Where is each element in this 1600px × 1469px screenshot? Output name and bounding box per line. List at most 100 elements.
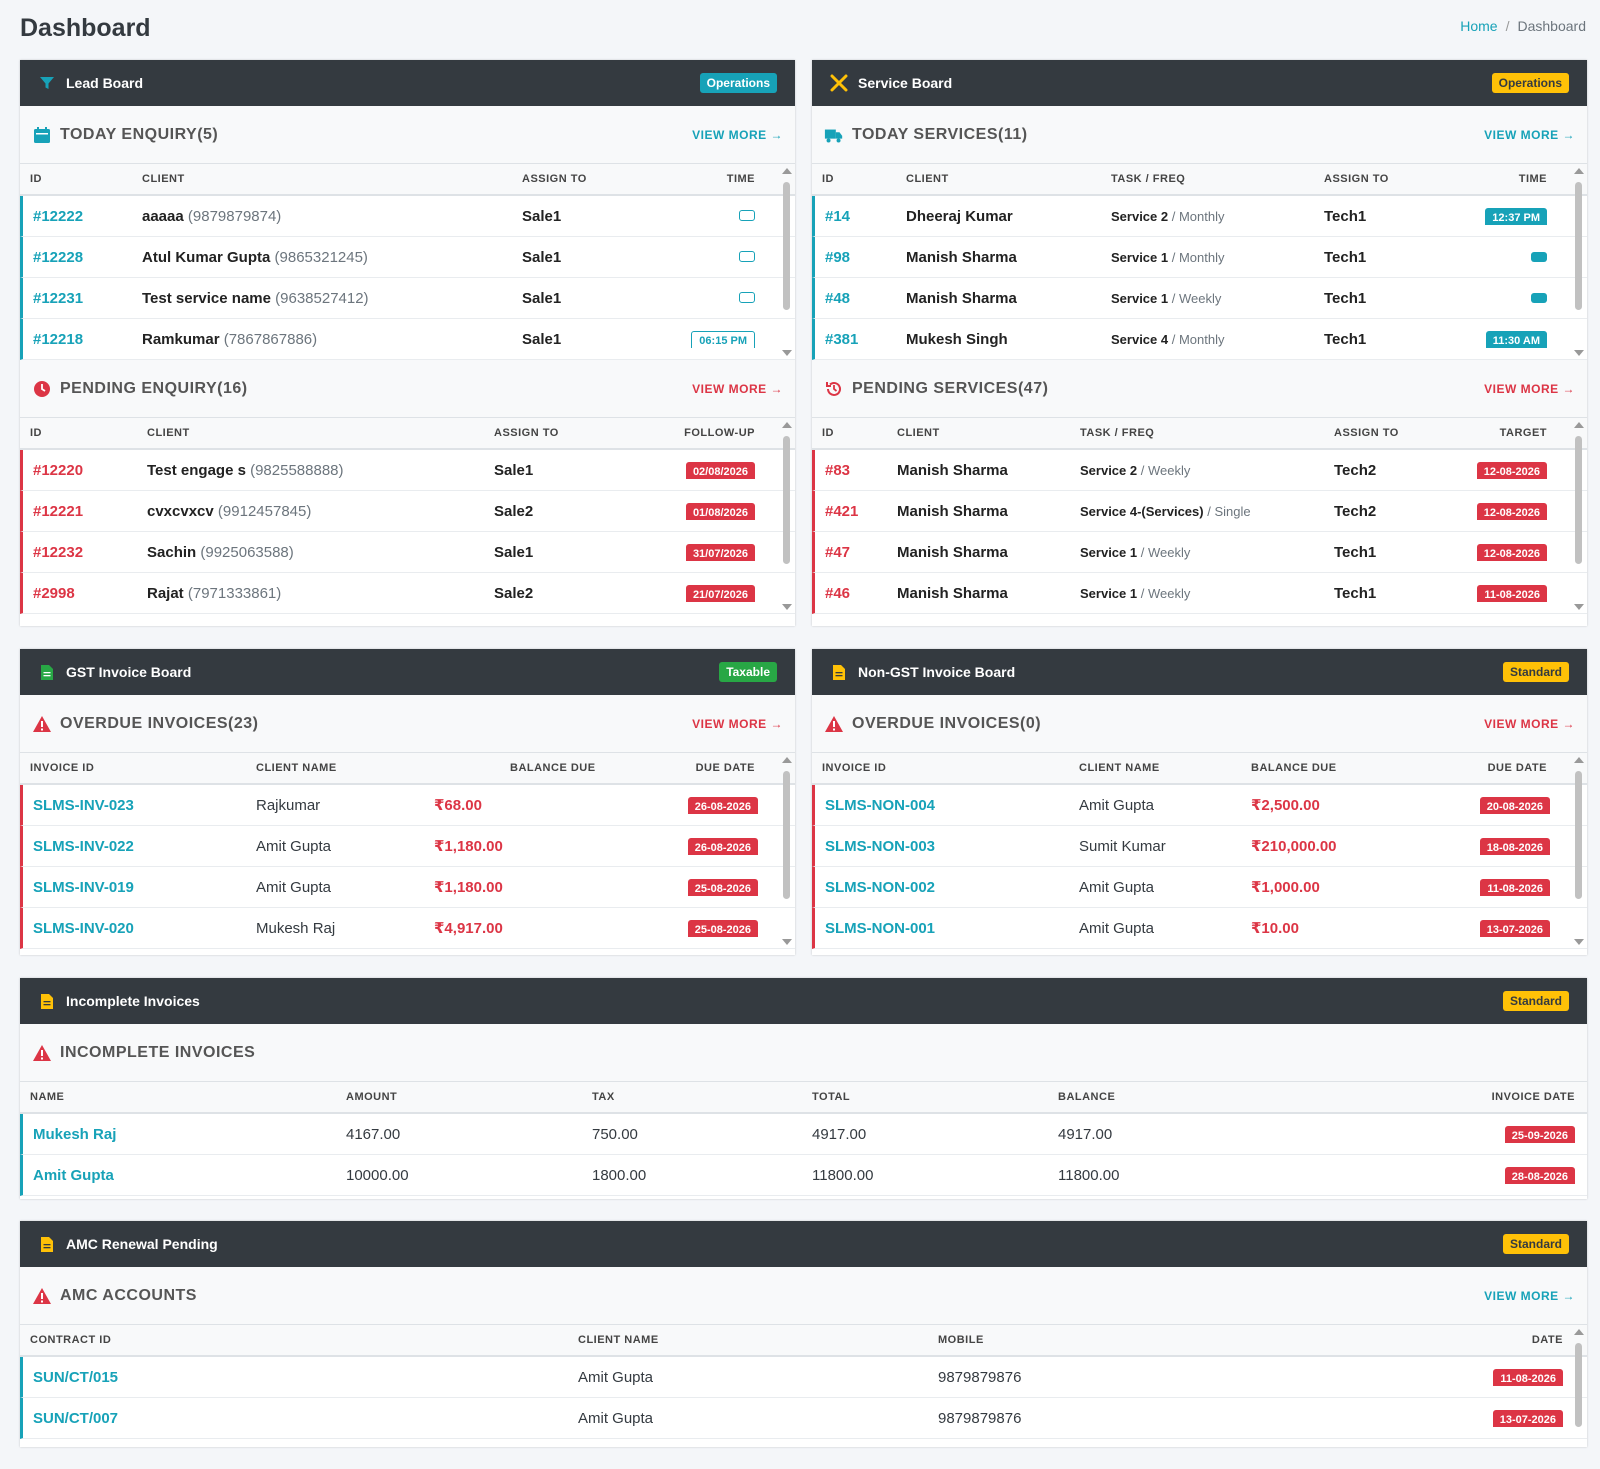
table-row[interactable]: SLMS-NON-002 Amit Gupta ₹1,000.00 11-08-… <box>812 867 1587 908</box>
scroll-down-arrow-icon[interactable] <box>1574 350 1584 356</box>
scroll-thumb[interactable] <box>783 182 790 310</box>
scroll-down-arrow-icon[interactable] <box>782 350 792 356</box>
table-row[interactable]: SLMS-INV-020 Mukesh Raj ₹4,917.00 25-08-… <box>20 908 795 949</box>
table-row[interactable]: #12222 aaaaa (9879879874) Sale1 <box>20 196 795 237</box>
service-id[interactable]: #46 <box>825 584 851 602</box>
enquiry-id[interactable]: #12231 <box>33 289 84 307</box>
table-row[interactable]: #83 Manish Sharma Service 2 / Weekly Tec… <box>812 450 1587 491</box>
scroll-up-arrow-icon[interactable] <box>1574 757 1584 763</box>
enquiry-id[interactable]: #12221 <box>33 502 84 520</box>
table-row[interactable]: SLMS-NON-004 Amit Gupta ₹2,500.00 20-08-… <box>812 785 1587 826</box>
invoice-name-link[interactable]: Mukesh Raj <box>33 1125 117 1143</box>
enquiry-id[interactable]: #12222 <box>33 207 84 225</box>
pending-enquiry-view-more-link[interactable]: VIEW MORE → <box>692 381 783 396</box>
enquiry-id[interactable]: #2998 <box>33 584 75 602</box>
scroll-thumb[interactable] <box>783 771 790 899</box>
invoice-id-link[interactable]: SLMS-INV-020 <box>33 919 134 937</box>
table-row[interactable]: #48 Manish Sharma Service 1 / Weekly Tec… <box>812 278 1587 319</box>
scrollbar[interactable] <box>781 757 793 947</box>
client-name: Amit Gupta <box>256 837 332 855</box>
table-row[interactable]: #98 Manish Sharma Service 1 / Monthly Te… <box>812 237 1587 278</box>
table-row[interactable]: SLMS-NON-001 Amit Gupta ₹10.00 13-07-202… <box>812 908 1587 949</box>
scroll-down-arrow-icon[interactable] <box>782 939 792 945</box>
scrollbar[interactable] <box>1573 757 1585 947</box>
scroll-up-arrow-icon[interactable] <box>782 422 792 428</box>
table-row[interactable]: #421 Manish Sharma Service 4-(Services) … <box>812 491 1587 532</box>
amc-accounts-view-more-link[interactable]: VIEW MORE → <box>1484 1288 1575 1303</box>
table-row[interactable]: SLMS-INV-022 Amit Gupta ₹1,180.00 26-08-… <box>20 826 795 867</box>
service-id[interactable]: #83 <box>825 461 851 479</box>
table-row[interactable]: SLMS-INV-019 Amit Gupta ₹1,180.00 25-08-… <box>20 867 795 908</box>
amc-renewal-card: AMC Renewal Pending Standard AMC ACCOUNT… <box>20 1221 1587 1447</box>
enquiry-id[interactable]: #12220 <box>33 461 84 479</box>
invoice-name-link[interactable]: Amit Gupta <box>33 1166 114 1184</box>
scroll-down-arrow-icon[interactable] <box>1574 604 1584 610</box>
scrollbar[interactable] <box>781 422 793 612</box>
breadcrumb-home-link[interactable]: Home <box>1460 18 1498 34</box>
scrollbar[interactable] <box>1573 1329 1585 1437</box>
lead-board-card: Lead Board Operations TODAY ENQUIRY(5) V… <box>20 60 795 626</box>
service-id[interactable]: #48 <box>825 289 851 307</box>
service-id[interactable]: #381 <box>825 330 859 348</box>
pending-services-view-more-link[interactable]: VIEW MORE → <box>1484 381 1575 396</box>
table-row[interactable]: #46 Manish Sharma Service 1 / Weekly Tec… <box>812 573 1587 614</box>
scroll-thumb[interactable] <box>1575 436 1582 564</box>
lead-board-badge: Operations <box>699 73 777 93</box>
contract-id-link[interactable]: SUN/CT/007 <box>33 1409 119 1427</box>
scroll-up-arrow-icon[interactable] <box>1574 168 1584 174</box>
invoice-id-link[interactable]: SLMS-INV-019 <box>33 878 134 896</box>
assign-to: Tech2 <box>1334 461 1377 479</box>
scroll-thumb[interactable] <box>1575 182 1582 310</box>
non-gst-overdue-view-more-link[interactable]: VIEW MORE → <box>1484 716 1575 731</box>
invoice-id-link[interactable]: SLMS-NON-001 <box>825 919 936 937</box>
contract-id-link[interactable]: SUN/CT/015 <box>33 1368 119 1386</box>
table-row[interactable]: #47 Manish Sharma Service 1 / Weekly Tec… <box>812 532 1587 573</box>
service-id[interactable]: #98 <box>825 248 851 266</box>
table-row[interactable]: #12218 Ramkumar (7867867886) Sale1 06:15… <box>20 319 795 360</box>
invoice-id-link[interactable]: SLMS-NON-003 <box>825 837 936 855</box>
table-row[interactable]: #12232 Sachin (9925063588) Sale1 31/07/2… <box>20 532 795 573</box>
scroll-thumb[interactable] <box>1575 771 1582 899</box>
scroll-thumb[interactable] <box>1575 1343 1582 1427</box>
table-row[interactable]: #12231 Test service name (9638527412) Sa… <box>20 278 795 319</box>
table-row[interactable]: SLMS-INV-023 Rajkumar ₹68.00 26-08-2026 <box>20 785 795 826</box>
scroll-down-arrow-icon[interactable] <box>782 604 792 610</box>
today-enquiry-view-more-link[interactable]: VIEW MORE → <box>692 127 783 142</box>
column-header: ASSIGN TO <box>522 173 587 185</box>
table-row[interactable]: Mukesh Raj 4167.00 750.00 4917.00 4917.0… <box>20 1114 1587 1155</box>
table-row[interactable]: #12220 Test engage s (9825588888) Sale1 … <box>20 450 795 491</box>
table-row[interactable]: #2998 Rajat (7971333861) Sale2 21/07/202… <box>20 573 795 614</box>
scroll-up-arrow-icon[interactable] <box>782 168 792 174</box>
client-name: Atul Kumar Gupta <box>142 248 271 266</box>
table-row[interactable]: #12228 Atul Kumar Gupta (9865321245) Sal… <box>20 237 795 278</box>
due-date-badge: 11-08-2026 <box>1480 878 1550 896</box>
follow-up-date-badge: 31/07/2026 <box>685 543 755 561</box>
scroll-down-arrow-icon[interactable] <box>1574 939 1584 945</box>
scrollbar[interactable] <box>1573 422 1585 612</box>
scroll-up-arrow-icon[interactable] <box>1574 1329 1584 1335</box>
scroll-up-arrow-icon[interactable] <box>782 757 792 763</box>
scroll-thumb[interactable] <box>783 436 790 564</box>
table-row[interactable]: SUN/CT/015 Amit Gupta 9879879876 11-08-2… <box>20 1357 1587 1398</box>
service-id[interactable]: #14 <box>825 207 851 225</box>
gst-overdue-view-more-link[interactable]: VIEW MORE → <box>692 716 783 731</box>
table-row[interactable]: SLMS-NON-003 Sumit Kumar ₹210,000.00 18-… <box>812 826 1587 867</box>
scrollbar[interactable] <box>781 168 793 358</box>
scrollbar[interactable] <box>1573 168 1585 358</box>
invoice-id-link[interactable]: SLMS-INV-023 <box>33 796 134 814</box>
table-row[interactable]: #381 Mukesh Singh Service 4 / Monthly Te… <box>812 319 1587 360</box>
enquiry-id[interactable]: #12232 <box>33 543 84 561</box>
invoice-id-link[interactable]: SLMS-NON-004 <box>825 796 936 814</box>
today-services-view-more-link[interactable]: VIEW MORE → <box>1484 127 1575 142</box>
table-row[interactable]: SUN/CT/007 Amit Gupta 9879879876 13-07-2… <box>20 1398 1587 1439</box>
enquiry-id[interactable]: #12228 <box>33 248 84 266</box>
invoice-id-link[interactable]: SLMS-INV-022 <box>33 837 134 855</box>
scroll-up-arrow-icon[interactable] <box>1574 422 1584 428</box>
table-row[interactable]: #12221 cvxcvxcv (9912457845) Sale2 01/08… <box>20 491 795 532</box>
table-row[interactable]: Amit Gupta 10000.00 1800.00 11800.00 118… <box>20 1155 1587 1196</box>
enquiry-id[interactable]: #12218 <box>33 330 84 348</box>
service-id[interactable]: #421 <box>825 502 859 520</box>
table-row[interactable]: #14 Dheeraj Kumar Service 2 / Monthly Te… <box>812 196 1587 237</box>
invoice-id-link[interactable]: SLMS-NON-002 <box>825 878 936 896</box>
service-id[interactable]: #47 <box>825 543 851 561</box>
